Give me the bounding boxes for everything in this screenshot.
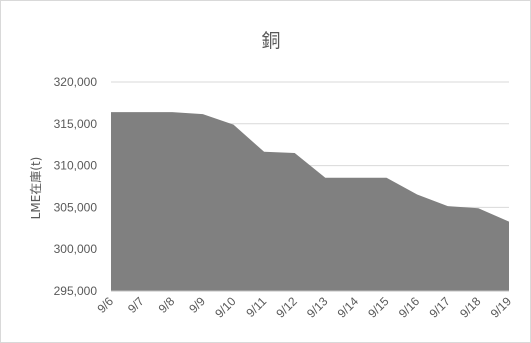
y-tick-labels: 295,000 300,000 305,000 310,000 315,000 320,0… <box>54 75 98 298</box>
x-tick-label: 9/9 <box>186 294 208 316</box>
x-tick-label: 9/16 <box>396 294 423 321</box>
y-tick-label: 315,000 <box>54 117 98 131</box>
y-tick-label: 310,000 <box>54 159 98 173</box>
x-tick-label: 9/10 <box>212 294 239 321</box>
x-tick-labels: 9/6 9/7 9/8 9/9 9/10 9/11 9/12 9/13 9/14 9/15 9/16… <box>94 294 514 321</box>
y-tick-label: 295,000 <box>54 284 98 298</box>
y-tick-label: 305,000 <box>54 200 98 214</box>
x-tick-label: 9/15 <box>365 294 392 321</box>
x-tick-label: 9/18 <box>457 294 484 321</box>
y-tick-label: 300,000 <box>54 242 98 256</box>
y-axis-label: LME在庫(t) <box>29 157 43 220</box>
x-tick-label: 9/7 <box>125 294 147 316</box>
chart-title: 銅 <box>261 30 280 52</box>
x-tick-label: 9/19 <box>488 294 515 321</box>
x-tick-label: 9/14 <box>335 294 362 321</box>
area-series <box>111 112 509 291</box>
y-tick-label: 320,000 <box>54 75 98 89</box>
x-tick-label: 9/13 <box>304 294 331 321</box>
x-tick-label: 9/11 <box>243 294 269 320</box>
x-tick-label: 9/8 <box>156 294 178 316</box>
x-tick-label: 9/17 <box>426 294 453 321</box>
x-tick-label: 9/6 <box>94 294 116 316</box>
x-tick-label: 9/12 <box>273 294 300 321</box>
